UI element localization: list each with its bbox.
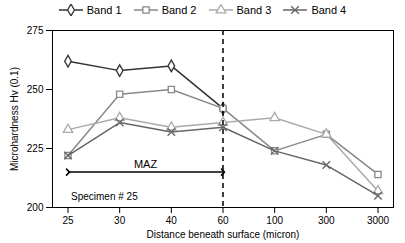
svg-text:Distance beneath surface (micr: Distance beneath surface (micron)	[147, 229, 300, 240]
svg-text:Specimen # 25: Specimen # 25	[71, 191, 138, 202]
svg-text:225: 225	[27, 143, 44, 154]
svg-text:100: 100	[266, 215, 283, 226]
svg-text:200: 200	[27, 202, 44, 213]
svg-text:60: 60	[217, 215, 229, 226]
html-text:Band 3: Band 3	[236, 4, 272, 16]
html-text:Band 1: Band 1	[86, 4, 122, 16]
svg-text:275: 275	[27, 25, 44, 36]
svg-text:MAZ: MAZ	[134, 158, 158, 170]
svg-text:30: 30	[114, 215, 126, 226]
html-text:Band 2: Band 2	[161, 4, 197, 16]
svg-text:40: 40	[166, 215, 178, 226]
svg-text:25: 25	[62, 215, 74, 226]
svg-text:250: 250	[27, 84, 44, 95]
svg-text:Microhardness Hv (0.1): Microhardness Hv (0.1)	[9, 67, 20, 171]
svg-text:3000: 3000	[367, 215, 390, 226]
html-text:Band 4: Band 4	[311, 4, 347, 16]
svg-text:300: 300	[318, 215, 335, 226]
